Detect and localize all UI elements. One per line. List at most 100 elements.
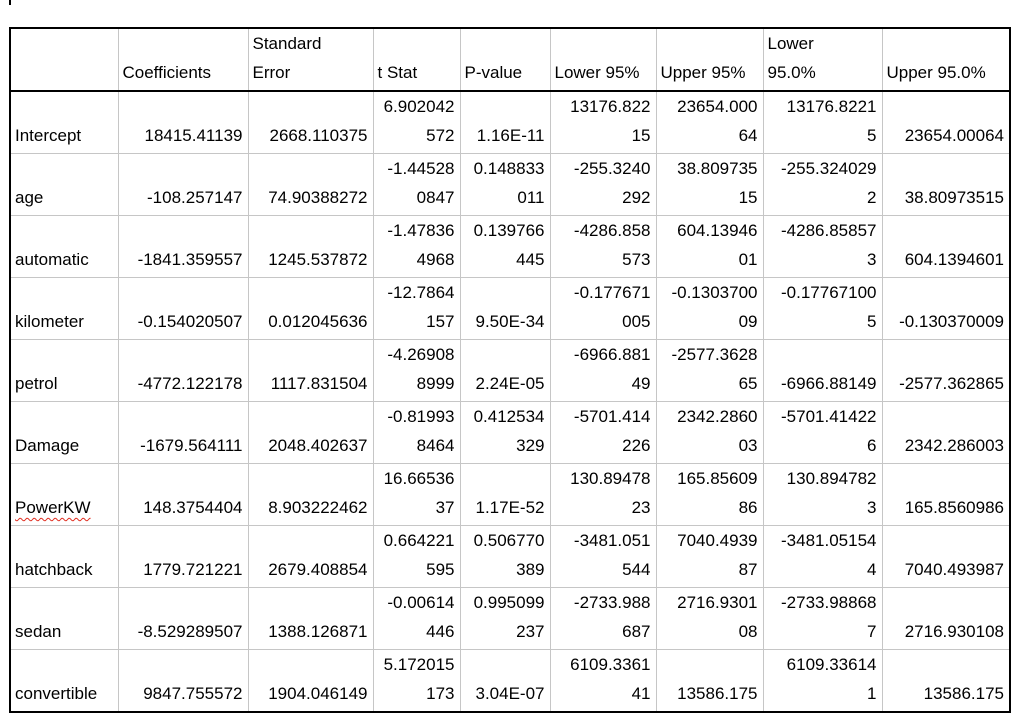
value-cell[interactable]: 74.90388272 <box>247 153 374 216</box>
value-cell[interactable]: 2679.408854 <box>247 525 374 588</box>
value-cell[interactable]: 165.85609 86 <box>655 463 764 526</box>
value-cell[interactable]: 13176.822 15 <box>549 90 657 154</box>
value-cell[interactable]: 38.80973515 <box>881 153 1011 216</box>
value-cell[interactable]: -12.7864 157 <box>372 277 461 340</box>
col-header-upper-95-0[interactable]: Upper 95.0% <box>881 27 1011 92</box>
value-cell[interactable]: 0.012045636 <box>247 277 374 340</box>
value-cell[interactable]: 18415.41139 <box>117 90 249 154</box>
value-cell[interactable]: 3.04E-07 <box>459 649 551 713</box>
value-cell[interactable]: 148.3754404 <box>117 463 249 526</box>
value-cell[interactable]: 130.89478 23 <box>549 463 657 526</box>
value-cell[interactable]: -0.130370009 <box>881 277 1011 340</box>
col-header-lower-95-0[interactable]: Lower 95.0% <box>762 27 883 92</box>
value-cell[interactable]: 1.16E-11 <box>459 90 551 154</box>
col-header-standard-error[interactable]: Standard Error <box>247 27 374 92</box>
value-cell[interactable]: 1117.831504 <box>247 339 374 402</box>
value-cell[interactable]: 9847.755572 <box>117 649 249 713</box>
value-cell[interactable]: -6966.881 49 <box>549 339 657 402</box>
value-cell[interactable]: 1.17E-52 <box>459 463 551 526</box>
col-header-lower-95[interactable]: Lower 95% <box>549 27 657 92</box>
value-cell[interactable]: 0.148833 011 <box>459 153 551 216</box>
value-cell[interactable]: -3481.051 544 <box>549 525 657 588</box>
col-header-upper-95[interactable]: Upper 95% <box>655 27 764 92</box>
row-label-cell[interactable]: Intercept <box>9 90 119 154</box>
value-cell[interactable]: 0.995099 237 <box>459 587 551 650</box>
value-cell[interactable]: -0.1303700 09 <box>655 277 764 340</box>
value-cell[interactable]: 604.13946 01 <box>655 215 764 278</box>
value-cell[interactable]: -2577.362865 <box>881 339 1011 402</box>
value-cell[interactable]: -6966.88149 <box>762 339 883 402</box>
value-cell[interactable]: 2048.402637 <box>247 401 374 464</box>
value-cell[interactable]: -0.154020507 <box>117 277 249 340</box>
value-cell[interactable]: 16.66536 37 <box>372 463 461 526</box>
value-cell[interactable]: -0.177671 005 <box>549 277 657 340</box>
value-cell[interactable]: 23654.000 64 <box>655 90 764 154</box>
value-cell[interactable]: 130.894782 3 <box>762 463 883 526</box>
value-cell[interactable]: -4286.858 573 <box>549 215 657 278</box>
value-cell[interactable]: -8.529289507 <box>117 587 249 650</box>
value-cell[interactable]: 2342.286003 <box>881 401 1011 464</box>
value-cell[interactable]: 165.8560986 <box>881 463 1011 526</box>
value-cell[interactable]: 13176.8221 5 <box>762 90 883 154</box>
col-header-t-stat[interactable]: t Stat <box>372 27 461 92</box>
value-cell[interactable]: -255.324029 2 <box>762 153 883 216</box>
value-cell[interactable]: 2342.2860 03 <box>655 401 764 464</box>
value-cell[interactable]: 2716.930108 <box>881 587 1011 650</box>
col-header-p-value[interactable]: P-value <box>459 27 551 92</box>
value-cell[interactable]: 1388.126871 <box>247 587 374 650</box>
row-label-cell[interactable]: automatic <box>9 215 119 278</box>
value-cell[interactable]: 1779.721221 <box>117 525 249 588</box>
value-cell[interactable]: -2733.98868 7 <box>762 587 883 650</box>
value-cell[interactable]: 5.172015 173 <box>372 649 461 713</box>
value-cell[interactable]: 0.139766 445 <box>459 215 551 278</box>
row-label-cell[interactable]: sedan <box>9 587 119 650</box>
value-cell[interactable]: -0.17767100 5 <box>762 277 883 340</box>
value-cell[interactable]: 6109.3361 41 <box>549 649 657 713</box>
row-label-cell[interactable]: convertible <box>9 649 119 713</box>
table-row-convertible: convertible 9847.755572 1904.046149 5.17… <box>9 649 1011 713</box>
value-cell[interactable]: 7040.493987 <box>881 525 1011 588</box>
value-cell[interactable]: 2668.110375 <box>247 90 374 154</box>
value-cell[interactable]: 1245.537872 <box>247 215 374 278</box>
value-cell[interactable]: -4286.85857 3 <box>762 215 883 278</box>
value-cell[interactable]: 0.664221 595 <box>372 525 461 588</box>
value-cell[interactable]: 23654.00064 <box>881 90 1011 154</box>
row-label-cell[interactable]: petrol <box>9 339 119 402</box>
row-label-cell[interactable]: hatchback <box>9 525 119 588</box>
value-cell[interactable]: 0.412534 329 <box>459 401 551 464</box>
row-label-cell[interactable]: kilometer <box>9 277 119 340</box>
value-cell[interactable]: 2716.9301 08 <box>655 587 764 650</box>
value-cell[interactable]: 13586.175 <box>655 649 764 713</box>
value-cell[interactable]: -1679.564111 <box>117 401 249 464</box>
value-cell[interactable]: 38.809735 15 <box>655 153 764 216</box>
value-cell[interactable]: -0.81993 8464 <box>372 401 461 464</box>
value-cell[interactable]: -255.3240 292 <box>549 153 657 216</box>
value-cell[interactable]: -5701.41422 6 <box>762 401 883 464</box>
value-cell[interactable]: 7040.4939 87 <box>655 525 764 588</box>
value-cell[interactable]: -1841.359557 <box>117 215 249 278</box>
value-cell[interactable]: -4.26908 8999 <box>372 339 461 402</box>
value-cell[interactable]: 1904.046149 <box>247 649 374 713</box>
value-cell[interactable]: -0.00614 446 <box>372 587 461 650</box>
row-label-cell[interactable]: PowerKW <box>9 463 119 526</box>
value-cell[interactable]: 0.506770 389 <box>459 525 551 588</box>
value-cell[interactable]: 2.24E-05 <box>459 339 551 402</box>
value-cell[interactable]: -1.47836 4968 <box>372 215 461 278</box>
value-cell[interactable]: 13586.175 <box>881 649 1011 713</box>
col-header-coefficients[interactable]: Coefficients <box>117 27 249 92</box>
value-cell[interactable]: 9.50E-34 <box>459 277 551 340</box>
value-cell[interactable]: 604.1394601 <box>881 215 1011 278</box>
value-cell[interactable]: 6109.33614 1 <box>762 649 883 713</box>
value-cell[interactable]: 8.903222462 <box>247 463 374 526</box>
row-label-cell[interactable]: age <box>9 153 119 216</box>
value-cell[interactable]: -2733.988 687 <box>549 587 657 650</box>
value-cell[interactable]: -1.44528 0847 <box>372 153 461 216</box>
value-cell[interactable]: -4772.122178 <box>117 339 249 402</box>
value-cell[interactable]: -108.257147 <box>117 153 249 216</box>
value-cell[interactable]: -3481.05154 4 <box>762 525 883 588</box>
row-label-cell[interactable]: Damage <box>9 401 119 464</box>
value-cell[interactable]: -2577.3628 65 <box>655 339 764 402</box>
value-cell[interactable]: -5701.414 226 <box>549 401 657 464</box>
col-header-blank[interactable] <box>9 27 119 92</box>
value-cell[interactable]: 6.902042 572 <box>372 90 461 154</box>
